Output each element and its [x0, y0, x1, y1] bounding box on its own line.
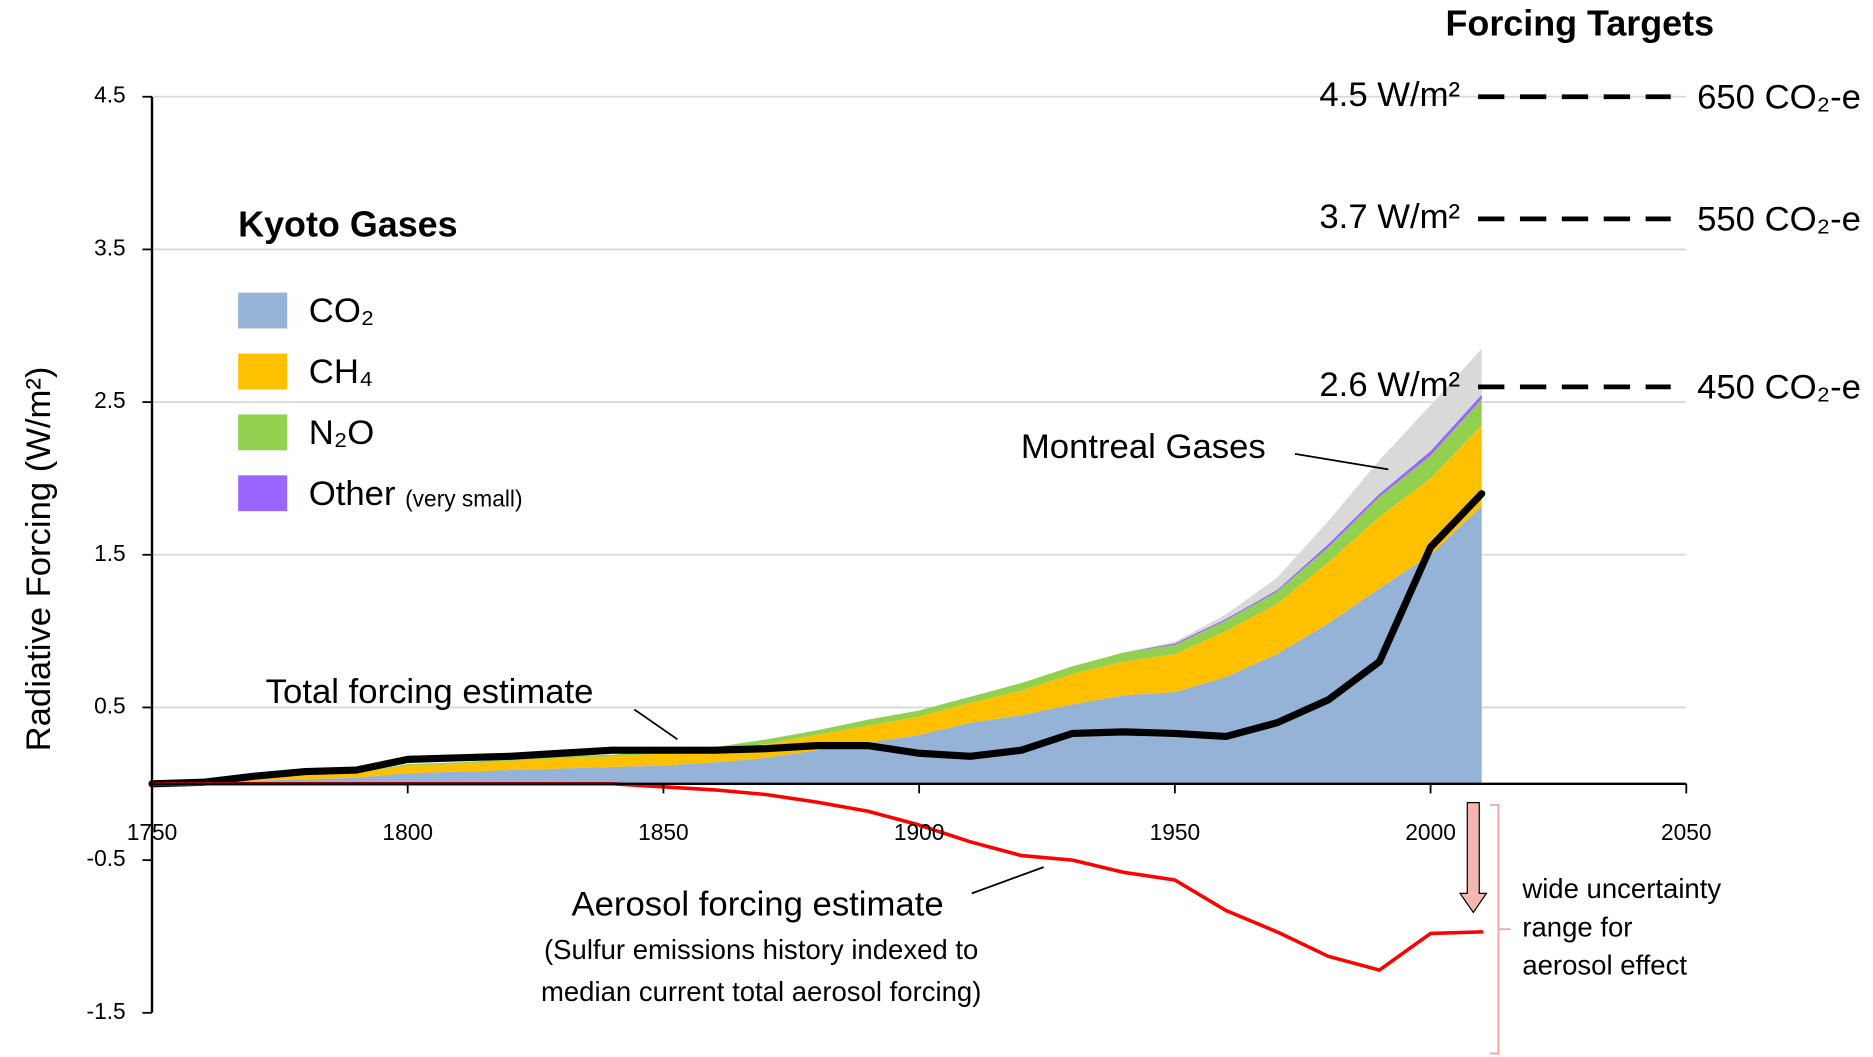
y-tick-label: 0.5: [94, 692, 126, 718]
line-series: [148, 490, 1486, 788]
legend-swatch: [238, 292, 288, 329]
x-tick-label: 1950: [1150, 819, 1201, 845]
leader-line: [1294, 452, 1389, 471]
legend-label: CH₄: [309, 353, 373, 391]
x-tick-label: 1800: [382, 819, 433, 845]
y-axis-label: Radiative Forcing (W/m²): [20, 367, 58, 752]
y-tick-label: 2.5: [94, 387, 126, 413]
x-tick-label: 2050: [1661, 819, 1712, 845]
annotation: aerosol effect: [1522, 950, 1687, 981]
target-label: 3.7 W/m²: [1319, 198, 1460, 236]
legend-title: Kyoto Gases: [238, 204, 457, 244]
y-tick-label: -1.5: [86, 998, 125, 1024]
annotation: wide uncertainty: [1521, 873, 1721, 904]
target-co2e: 650 CO₂-e: [1697, 78, 1861, 116]
leader-line: [971, 866, 1044, 895]
targets-title: Forcing Targets: [1445, 4, 1714, 44]
annotation: Aerosol forcing estimate: [572, 886, 944, 924]
annotation: median current total aerosol forcing): [541, 976, 981, 1007]
x-tick-label: 1850: [638, 819, 689, 845]
legend-label: N₂O: [309, 414, 375, 452]
legend-note: (very small): [405, 485, 522, 511]
annotation: Total forcing estimate: [266, 673, 594, 711]
areas: [151, 348, 1482, 784]
area: [151, 505, 1482, 784]
annotation: range for: [1522, 911, 1632, 942]
annotation: (Sulfur emissions history indexed to: [544, 934, 978, 965]
leader-line: [633, 708, 678, 741]
target-label: 2.6 W/m²: [1319, 366, 1460, 404]
x-tick-label: 1900: [894, 819, 945, 845]
annotation: Montreal Gases: [1021, 428, 1266, 466]
legend-swatch: [238, 353, 288, 390]
y-tick-label: 4.5: [94, 82, 126, 108]
legend-label: CO₂: [309, 292, 375, 330]
target-co2e: 550 CO₂-e: [1697, 200, 1861, 238]
uncertainty-arrow: [1458, 802, 1488, 914]
legend-label: Other: [309, 475, 396, 513]
legend-swatch: [238, 414, 288, 451]
target-label: 4.5 W/m²: [1319, 76, 1460, 114]
uncertainty-bracket: [1490, 804, 1511, 1055]
x-tick-label: 2000: [1405, 819, 1456, 845]
legend-swatch: [238, 475, 288, 512]
y-tick-label: 1.5: [94, 540, 126, 566]
target-co2e: 450 CO₂-e: [1697, 368, 1861, 406]
y-tick-label: 3.5: [94, 234, 126, 260]
y-tick-label: -0.5: [86, 845, 125, 871]
